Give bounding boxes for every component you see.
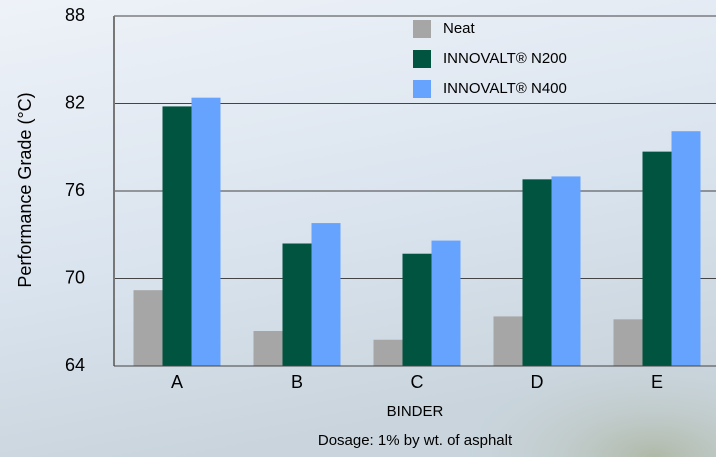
legend-swatch	[413, 80, 431, 98]
bar	[432, 241, 461, 366]
x-tick-label: A	[171, 372, 183, 392]
annotation: Dosage: 1% by wt. of asphalt	[318, 432, 513, 449]
legend-swatch	[413, 20, 431, 38]
bar	[552, 176, 581, 366]
y-tick-label: 70	[65, 267, 85, 287]
y-axis-label: Performance Grade (°C)	[15, 92, 35, 287]
y-tick-label: 88	[65, 5, 85, 25]
x-tick-label: B	[291, 372, 303, 392]
bar	[254, 331, 283, 366]
bar	[494, 316, 523, 366]
bar	[374, 340, 403, 366]
bar	[163, 106, 192, 366]
bar	[283, 244, 312, 367]
x-tick-label: D	[531, 372, 544, 392]
bar	[134, 290, 163, 366]
bar	[672, 131, 701, 366]
chart: Performance Grade (°C) BINDER Dosage: 1%…	[0, 0, 716, 457]
legend-text: INNOVALT® N400	[443, 80, 567, 97]
y-tick-label: 76	[65, 180, 85, 200]
y-tick-label: 82	[65, 92, 85, 112]
bar	[312, 223, 341, 366]
bar	[192, 98, 221, 366]
x-tick-label: C	[411, 372, 424, 392]
legend-swatch	[413, 50, 431, 68]
legend-text: INNOVALT® N200	[443, 50, 567, 67]
bar	[643, 152, 672, 366]
bar	[614, 319, 643, 366]
legend-text: Neat	[443, 20, 476, 37]
x-axis-label: BINDER	[387, 403, 444, 420]
bar	[523, 179, 552, 366]
y-tick-label: 64	[65, 355, 85, 375]
x-tick-label: E	[651, 372, 663, 392]
bar	[403, 254, 432, 366]
